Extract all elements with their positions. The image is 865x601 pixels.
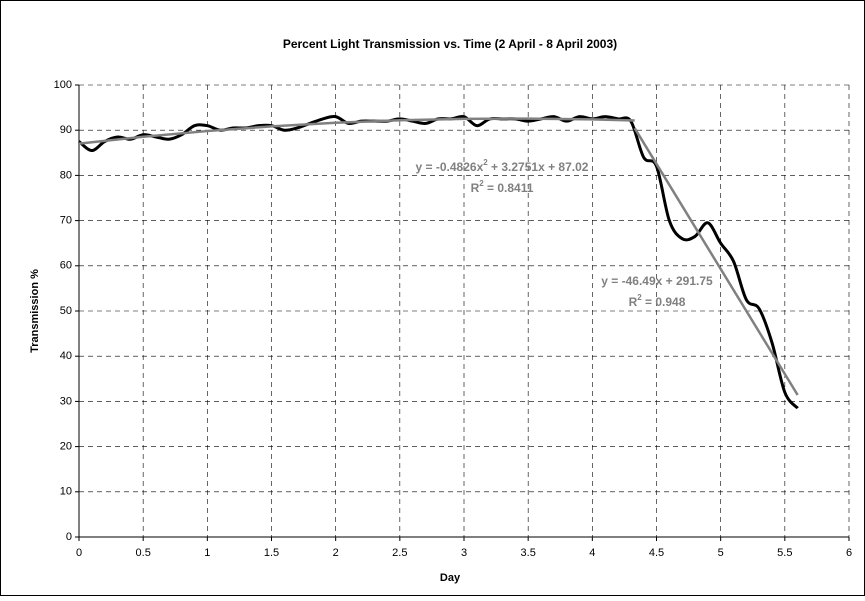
trend-equation: y = -0.4826x2 + 3.2751x + 87.02 — [416, 158, 589, 174]
x-tick-label: 2 — [333, 547, 339, 559]
y-tick-label: 50 — [60, 305, 72, 317]
x-tick-label: 3 — [461, 547, 467, 559]
x-tick-label: 4 — [589, 547, 595, 559]
x-axis-title: Day — [440, 572, 461, 584]
trend-equation: R2 = 0.8411 — [471, 179, 534, 195]
trend-line — [78, 117, 635, 145]
x-tick-label: 3.5 — [521, 547, 536, 559]
y-tick-label: 70 — [60, 215, 72, 227]
y-tick-label: 30 — [60, 395, 72, 407]
x-tick-label: 6 — [846, 547, 852, 559]
y-axis-title: Transmission % — [29, 269, 41, 353]
equation-part: = 0.8411 — [484, 181, 534, 195]
trend-equation: y = -46.49x + 291.75 — [601, 274, 713, 288]
equation-part: R — [629, 295, 638, 309]
equation-part: + 3.2751x + 87.02 — [488, 160, 589, 174]
x-tick-label: 1 — [204, 547, 210, 559]
y-tick-label: 10 — [60, 486, 72, 498]
x-tick-label: 1.5 — [264, 547, 279, 559]
equation-part: R — [471, 181, 480, 195]
y-tick-label: 40 — [60, 350, 72, 362]
chart-title: Percent Light Transmission vs. Time (2 A… — [283, 37, 617, 51]
x-tick-label: 4.5 — [649, 547, 664, 559]
x-tick-label: 0 — [76, 547, 82, 559]
y-tick-label: 80 — [60, 169, 72, 181]
y-tick-label: 20 — [60, 441, 72, 453]
x-tick-label: 0.5 — [136, 547, 151, 559]
superscript: 2 — [483, 158, 488, 167]
equation-part: y = -0.4826x — [416, 160, 484, 174]
y-tick-label: 100 — [54, 79, 72, 91]
y-tick-label: 0 — [66, 531, 72, 543]
trend-equation: R2 = 0.948 — [629, 293, 686, 309]
trend-line — [633, 127, 799, 396]
x-tick-label: 5 — [718, 547, 724, 559]
equation-part: y = -46.49x + 291.75 — [601, 274, 713, 288]
x-tick-label: 5.5 — [777, 547, 792, 559]
y-tick-label: 90 — [60, 124, 72, 136]
superscript: 2 — [479, 179, 484, 188]
superscript: 2 — [637, 293, 642, 302]
y-tick-label: 60 — [60, 260, 72, 272]
equation-part: = 0.948 — [642, 295, 686, 309]
x-tick-label: 2.5 — [392, 547, 407, 559]
